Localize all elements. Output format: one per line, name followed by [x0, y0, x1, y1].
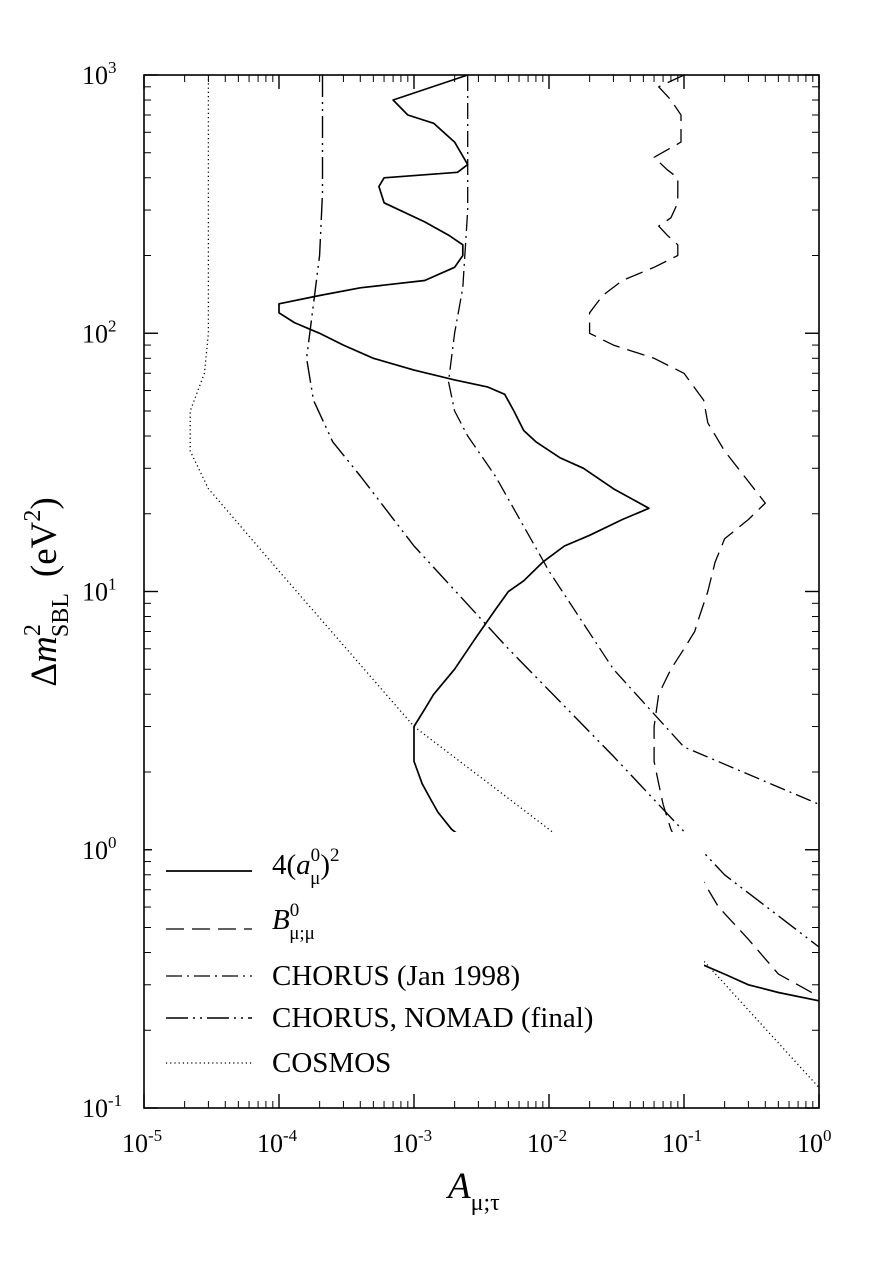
legend-entry-5: COSMOS [272, 1047, 391, 1079]
y-tick-label-2: 101 [82, 575, 117, 607]
x-tick-label-2: 10-3 [392, 1126, 432, 1158]
major-ticks [143, 74, 820, 1109]
x-tick-label-4: 10-1 [662, 1126, 702, 1158]
legend-entry-2: B0 μ;μ [272, 900, 315, 944]
y-tick-label-1: 100 [82, 833, 117, 865]
x-tick-label-5: 100 [797, 1126, 832, 1158]
legend-entry-1: 4(a0 μ)2 [272, 845, 340, 889]
y-tick-label-0: 10-1 [82, 1091, 122, 1123]
series-line-4 [305, 75, 820, 948]
legend-background [152, 832, 704, 1082]
y-tick-labels: 10-1 100 101 102 103 [82, 58, 122, 1123]
x-tick-label-3: 10-2 [527, 1126, 567, 1158]
legend-samples [166, 870, 252, 1064]
y-tick-label-3: 102 [82, 316, 117, 348]
x-tick-labels: 10-5 10-4 10-3 10-2 10-1 100 [122, 1126, 832, 1158]
y-tick-label-4: 103 [82, 58, 117, 90]
x-axis-title: Aμ;τ [445, 1166, 500, 1216]
x-tick-label-0: 10-5 [122, 1126, 162, 1158]
legend-entry-4: CHORUS, NOMAD (final) [272, 1002, 593, 1034]
y-axis-title: Δm2SBL(eV2) [20, 497, 74, 686]
legend-entry-3: CHORUS (Jan 1998) [272, 960, 520, 992]
legend: 4(a0 μ)2 B0 μ;μ CHORUS (Jan 1998) CHORUS, … [152, 832, 704, 1082]
series-line-3 [447, 75, 820, 805]
x-tick-label-1: 10-4 [257, 1126, 298, 1158]
minor-ticks [144, 75, 819, 1108]
series-line-2 [588, 74, 820, 998]
